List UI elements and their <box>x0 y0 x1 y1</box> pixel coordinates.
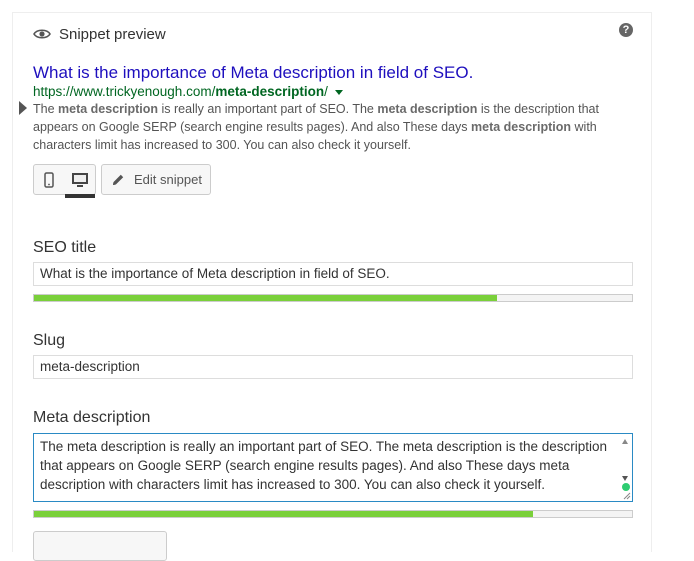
snippet-editor-panel: Snippet preview ? What is the importance… <box>12 12 652 561</box>
caret-down-icon <box>334 90 343 95</box>
edit-snippet-label: Edit snippet <box>134 172 202 187</box>
desktop-preview-button[interactable] <box>64 165 96 198</box>
serp-url-slug: meta-description <box>215 84 325 99</box>
status-dot-icon <box>622 483 630 491</box>
desktop-icon <box>71 172 88 187</box>
serp-url: https://www.trickyenough.com/meta-descri… <box>33 84 343 99</box>
serp-description[interactable]: The meta description is really an import… <box>33 100 633 154</box>
scroll-up-icon[interactable] <box>622 439 628 444</box>
serp-title[interactable]: What is the importance of Meta descripti… <box>33 63 474 82</box>
serp-description-keyword: meta description <box>377 102 478 116</box>
serp-description-keyword: meta description <box>471 120 572 134</box>
meta-description-text: The meta description is really an import… <box>40 439 608 492</box>
pencil-icon <box>113 174 124 185</box>
slug-input[interactable]: meta-description <box>33 355 633 379</box>
serp-description-keyword: meta description <box>58 102 159 116</box>
edit-snippet-button[interactable]: Edit snippet <box>101 164 211 195</box>
resize-handle-icon[interactable] <box>623 492 631 500</box>
eye-icon <box>33 29 51 39</box>
seo-title-progress <box>33 294 633 302</box>
mobile-icon <box>44 171 54 188</box>
seo-title-input[interactable]: What is the importance of Meta descripti… <box>33 262 633 286</box>
meta-description-progress-fill <box>34 511 534 517</box>
serp-description-text: is the description that appears on Googl… <box>33 102 599 134</box>
meta-description-textarea[interactable]: The meta description is really an import… <box>33 433 633 502</box>
device-toggle <box>33 164 96 198</box>
serp-description-text: with characters limit has increased to 3… <box>33 120 597 152</box>
caret-right-icon <box>19 101 27 115</box>
snippet-preview-header[interactable]: Snippet preview <box>33 23 166 45</box>
serp-url-suffix: / <box>324 84 328 99</box>
serp-description-text: is really an important part of SEO. The <box>158 102 378 116</box>
mobile-preview-button[interactable] <box>34 165 65 194</box>
seo-title-label: SEO title <box>33 239 97 256</box>
slug-label: Slug <box>33 332 66 349</box>
scroll-down-icon[interactable] <box>622 476 628 481</box>
help-icon[interactable]: ? <box>619 23 633 37</box>
serp-description-text: The <box>33 102 59 116</box>
snippet-preview-title: Snippet preview <box>59 25 166 43</box>
meta-description-label: Meta description <box>33 409 151 426</box>
serp-url-base: https://www.trickyenough.com/ <box>33 84 216 99</box>
seo-title-progress-fill <box>34 295 498 301</box>
meta-description-progress <box>33 510 633 518</box>
